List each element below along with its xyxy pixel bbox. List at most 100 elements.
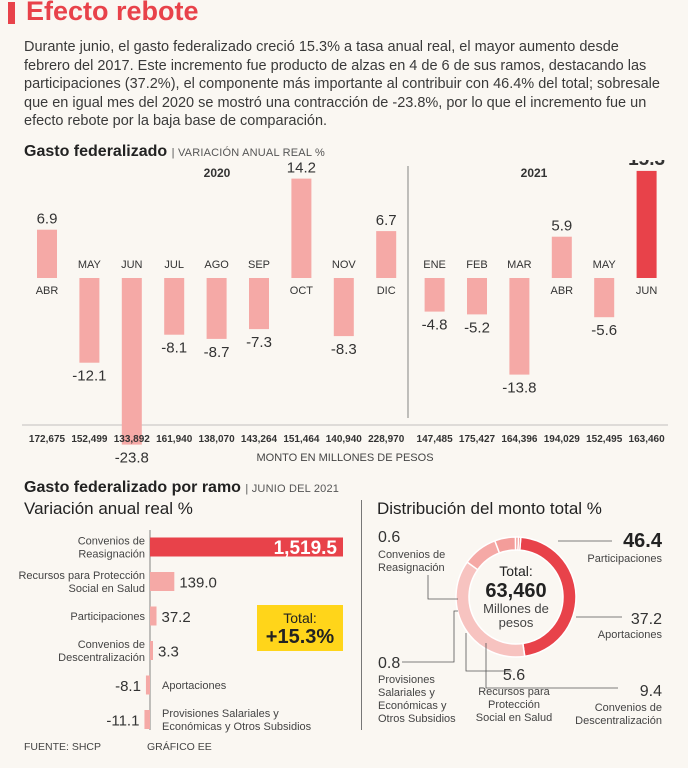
month-label: ABR	[550, 285, 573, 297]
donut-value-label: 46.4	[623, 530, 663, 552]
month-label: ABR	[36, 285, 59, 297]
donut-category-label: Social en Salud	[476, 712, 552, 724]
month-bar	[551, 236, 572, 278]
donut-category-label: Otros Subsidios	[378, 713, 456, 725]
year-label-2020: 2020	[204, 166, 231, 180]
month-label: MAY	[78, 259, 102, 271]
total-variation-label: Total:	[283, 610, 317, 626]
ramo-category-label: Participaciones	[70, 611, 145, 623]
ramo-category-label: Reasignación	[78, 549, 145, 561]
donut-category-label: Recursos para	[478, 686, 550, 698]
donut-center-value: 63,460	[485, 580, 546, 602]
month-amount: 163,460	[629, 434, 666, 445]
month-value-label: 6.7	[376, 212, 397, 229]
month-amount: 228,970	[368, 434, 405, 445]
month-bar	[333, 278, 354, 337]
month-value-label: 6.9	[37, 211, 58, 228]
donut-category-label: Descentralización	[575, 715, 662, 727]
month-bar	[37, 229, 57, 278]
donut-slice	[493, 536, 517, 554]
month-value-label: -23.8	[115, 450, 149, 467]
left-heading: Variación anual real %	[24, 499, 193, 518]
amount-caption: MONTO EN MILLONES DE PESOS	[256, 452, 433, 464]
month-bar	[249, 278, 269, 330]
month-bar	[121, 278, 142, 445]
month-amount: 161,940	[156, 434, 193, 445]
month-value-label: -13.8	[502, 380, 536, 397]
month-label: ENE	[423, 259, 446, 271]
ramo-category-label: Convenios de	[78, 639, 145, 651]
section1-subtitle: VARIACIÓN ANUAL REAL %	[177, 147, 325, 159]
donut-category-label: Protección	[488, 699, 540, 711]
donut-category-label: Provisiones	[378, 674, 435, 686]
month-bar	[636, 170, 657, 278]
section2-subtitle: JUNIO DEL 2021	[251, 483, 340, 495]
month-bar	[79, 278, 100, 363]
year-label-2021: 2021	[521, 166, 548, 180]
month-amount: 152,495	[586, 434, 623, 445]
monthly-variation-chart: 2020 2021 6.9 ABR 172,675 -12.1 MAY 152,499 -2…	[22, 160, 668, 467]
month-value-label: -4.8	[422, 317, 448, 334]
month-amount: 151,464	[283, 434, 320, 445]
month-value-label: -5.6	[591, 322, 617, 339]
month-bar	[467, 278, 487, 315]
ramo-value-label: 139.0	[179, 575, 217, 592]
donut-category-label: Convenios de	[378, 549, 445, 561]
ramo-category-label: Descentralización	[58, 652, 145, 664]
donut-value-label: 9.4	[640, 683, 662, 700]
month-value-label: 15.3	[628, 160, 665, 170]
month-label: MAR	[507, 259, 532, 271]
month-amount: 147,485	[417, 434, 454, 445]
title-accent-bar	[8, 2, 15, 24]
ramo-bar	[150, 572, 175, 591]
month-label: FEB	[466, 259, 487, 271]
donut-leader-line	[427, 575, 458, 600]
section1-title-row: Gasto federalizado | VARIACIÓN ANUAL REA…	[24, 143, 325, 161]
month-label: OCT	[290, 285, 314, 297]
ramo-value-label: 3.3	[158, 644, 179, 661]
ramo-category-label: Social en Salud	[69, 583, 145, 595]
distribution-donut-chart: Total: 63,460 Millones de pesos 46.4Part…	[378, 529, 663, 727]
month-label: JUN	[636, 285, 657, 297]
month-bar	[376, 231, 397, 278]
section2-divider	[361, 500, 362, 730]
month-bar	[164, 278, 185, 335]
footer-source: FUENTE: SHCP	[24, 741, 102, 753]
month-value-label: -7.3	[246, 334, 272, 351]
ramo-category-label: Recursos para Protección	[18, 570, 145, 582]
month-amount: 152,499	[71, 434, 108, 445]
month-bar	[291, 178, 312, 278]
month-bar	[509, 278, 530, 375]
donut-center-label: Total:	[499, 563, 532, 579]
donut-category-label: Participaciones	[587, 553, 662, 565]
donut-category-label: Salariales y	[378, 687, 435, 699]
ramo-bar	[145, 675, 150, 695]
month-value-label: -8.7	[204, 344, 230, 361]
ramo-bar	[150, 641, 153, 660]
month-bar	[424, 278, 445, 312]
donut-category-label: Reasignación	[378, 562, 445, 574]
donut-slice	[466, 539, 501, 571]
ramo-bar	[150, 537, 343, 557]
ramo-value-label: -11.1	[106, 713, 139, 730]
month-bar	[206, 278, 227, 339]
month-label: MAY	[593, 259, 617, 271]
right-heading: Distribución del monto total %	[377, 499, 602, 518]
ramo-category-label: Aportaciones	[162, 680, 227, 692]
month-amount: 143,264	[241, 434, 278, 445]
donut-slice	[517, 536, 522, 551]
month-label: JUN	[121, 259, 142, 271]
footer-graphic: GRÁFICO EE	[147, 741, 212, 753]
month-label: JUL	[164, 259, 184, 271]
section2-title-row: Gasto federalizado por ramo | JUNIO DEL …	[24, 479, 339, 497]
donut-category-label: Convenios de	[595, 702, 662, 714]
donut-center-unit-1: Millones de	[483, 601, 549, 616]
ramo-category-label: Convenios de	[78, 536, 145, 548]
month-value-label: 14.2	[287, 160, 316, 177]
month-label: SEP	[248, 259, 270, 271]
month-amount: 175,427	[459, 434, 496, 445]
ramo-category-label: Económicas y Otros Subsidios	[162, 721, 312, 733]
donut-value-label: 0.8	[378, 655, 400, 672]
donut-value-label: 0.6	[378, 529, 400, 546]
section1-subtitle-sep: |	[171, 147, 178, 159]
